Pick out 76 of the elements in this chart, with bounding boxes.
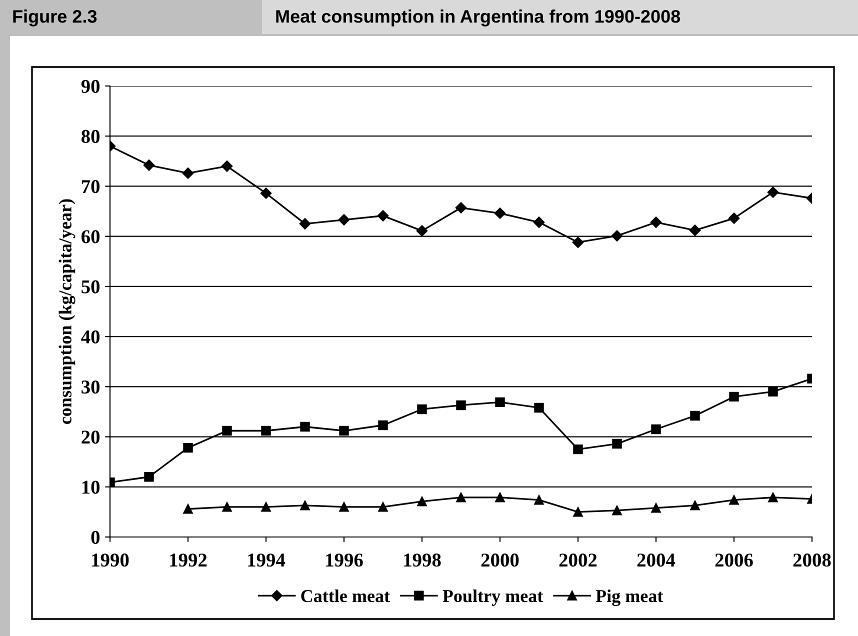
point <box>729 392 739 402</box>
x-tick-label: 2004 <box>637 554 676 567</box>
x-tick-label: 1994 <box>248 554 286 567</box>
point <box>260 188 272 199</box>
point <box>767 186 779 198</box>
point <box>729 495 739 505</box>
point <box>416 225 428 236</box>
y-tick-label: 10 <box>82 480 100 494</box>
point <box>261 426 271 436</box>
legend-label: Pig meat <box>596 589 664 606</box>
point <box>221 160 233 172</box>
chart-title: Meat consumption in Argentina from 1990-2008 <box>276 10 680 26</box>
caption: Figure 2.3 <box>13 10 97 26</box>
point <box>495 492 505 502</box>
point <box>339 426 349 436</box>
x-tick-label: 2008 <box>793 554 831 567</box>
point <box>612 506 622 516</box>
y-tick-label: 70 <box>82 180 100 194</box>
point <box>339 502 349 512</box>
point <box>612 438 622 449</box>
y-tick-label: 40 <box>81 330 100 344</box>
y-axis-title: consumption (kg/capita/year) <box>58 199 76 424</box>
point <box>573 507 583 517</box>
y-tick-label: 50 <box>82 280 100 294</box>
point <box>338 214 350 226</box>
y-tick-label: 80 <box>81 130 100 144</box>
point <box>455 202 467 214</box>
point <box>222 426 232 436</box>
point <box>611 230 623 242</box>
point <box>495 397 505 408</box>
x-tick-label: 1990 <box>92 554 129 567</box>
point <box>533 216 545 228</box>
y-tick-label: 90 <box>81 80 100 93</box>
point <box>377 210 389 222</box>
point <box>456 400 466 410</box>
legend-label: Poultry meat <box>442 589 544 606</box>
point <box>299 218 311 230</box>
point <box>768 386 778 397</box>
point <box>143 160 155 171</box>
point <box>689 224 701 236</box>
point <box>534 402 544 413</box>
x-tick-label: 1992 <box>170 554 207 567</box>
y-tick-label: 20 <box>82 430 100 444</box>
legend-label: Cattle meat <box>301 589 390 602</box>
point <box>183 504 193 514</box>
x-tick-label: 2000 <box>481 554 519 567</box>
point <box>456 492 466 502</box>
point <box>690 410 700 421</box>
point <box>494 208 506 219</box>
point <box>378 420 388 430</box>
y-tick-label: 30 <box>82 380 100 394</box>
point <box>768 492 778 502</box>
point <box>300 500 310 510</box>
point <box>222 502 232 512</box>
x-tick-label: 2002 <box>559 554 597 567</box>
point <box>650 216 662 228</box>
point <box>651 424 661 434</box>
point <box>378 502 388 512</box>
point <box>573 444 583 454</box>
y-tick-label: 60 <box>82 230 100 244</box>
point <box>728 212 740 224</box>
point <box>651 503 661 513</box>
point <box>534 495 544 505</box>
x-tick-label: 1996 <box>326 554 363 567</box>
point <box>417 496 427 506</box>
point <box>144 472 154 482</box>
point <box>183 442 193 453</box>
x-tick-label: 2006 <box>715 554 753 567</box>
y-tick-label: 0 <box>91 530 100 544</box>
point <box>182 168 194 179</box>
point <box>572 236 584 248</box>
point <box>417 404 427 414</box>
point <box>261 502 271 512</box>
x-tick-label: 1998 <box>404 554 441 567</box>
point <box>300 422 310 432</box>
point <box>690 500 700 510</box>
